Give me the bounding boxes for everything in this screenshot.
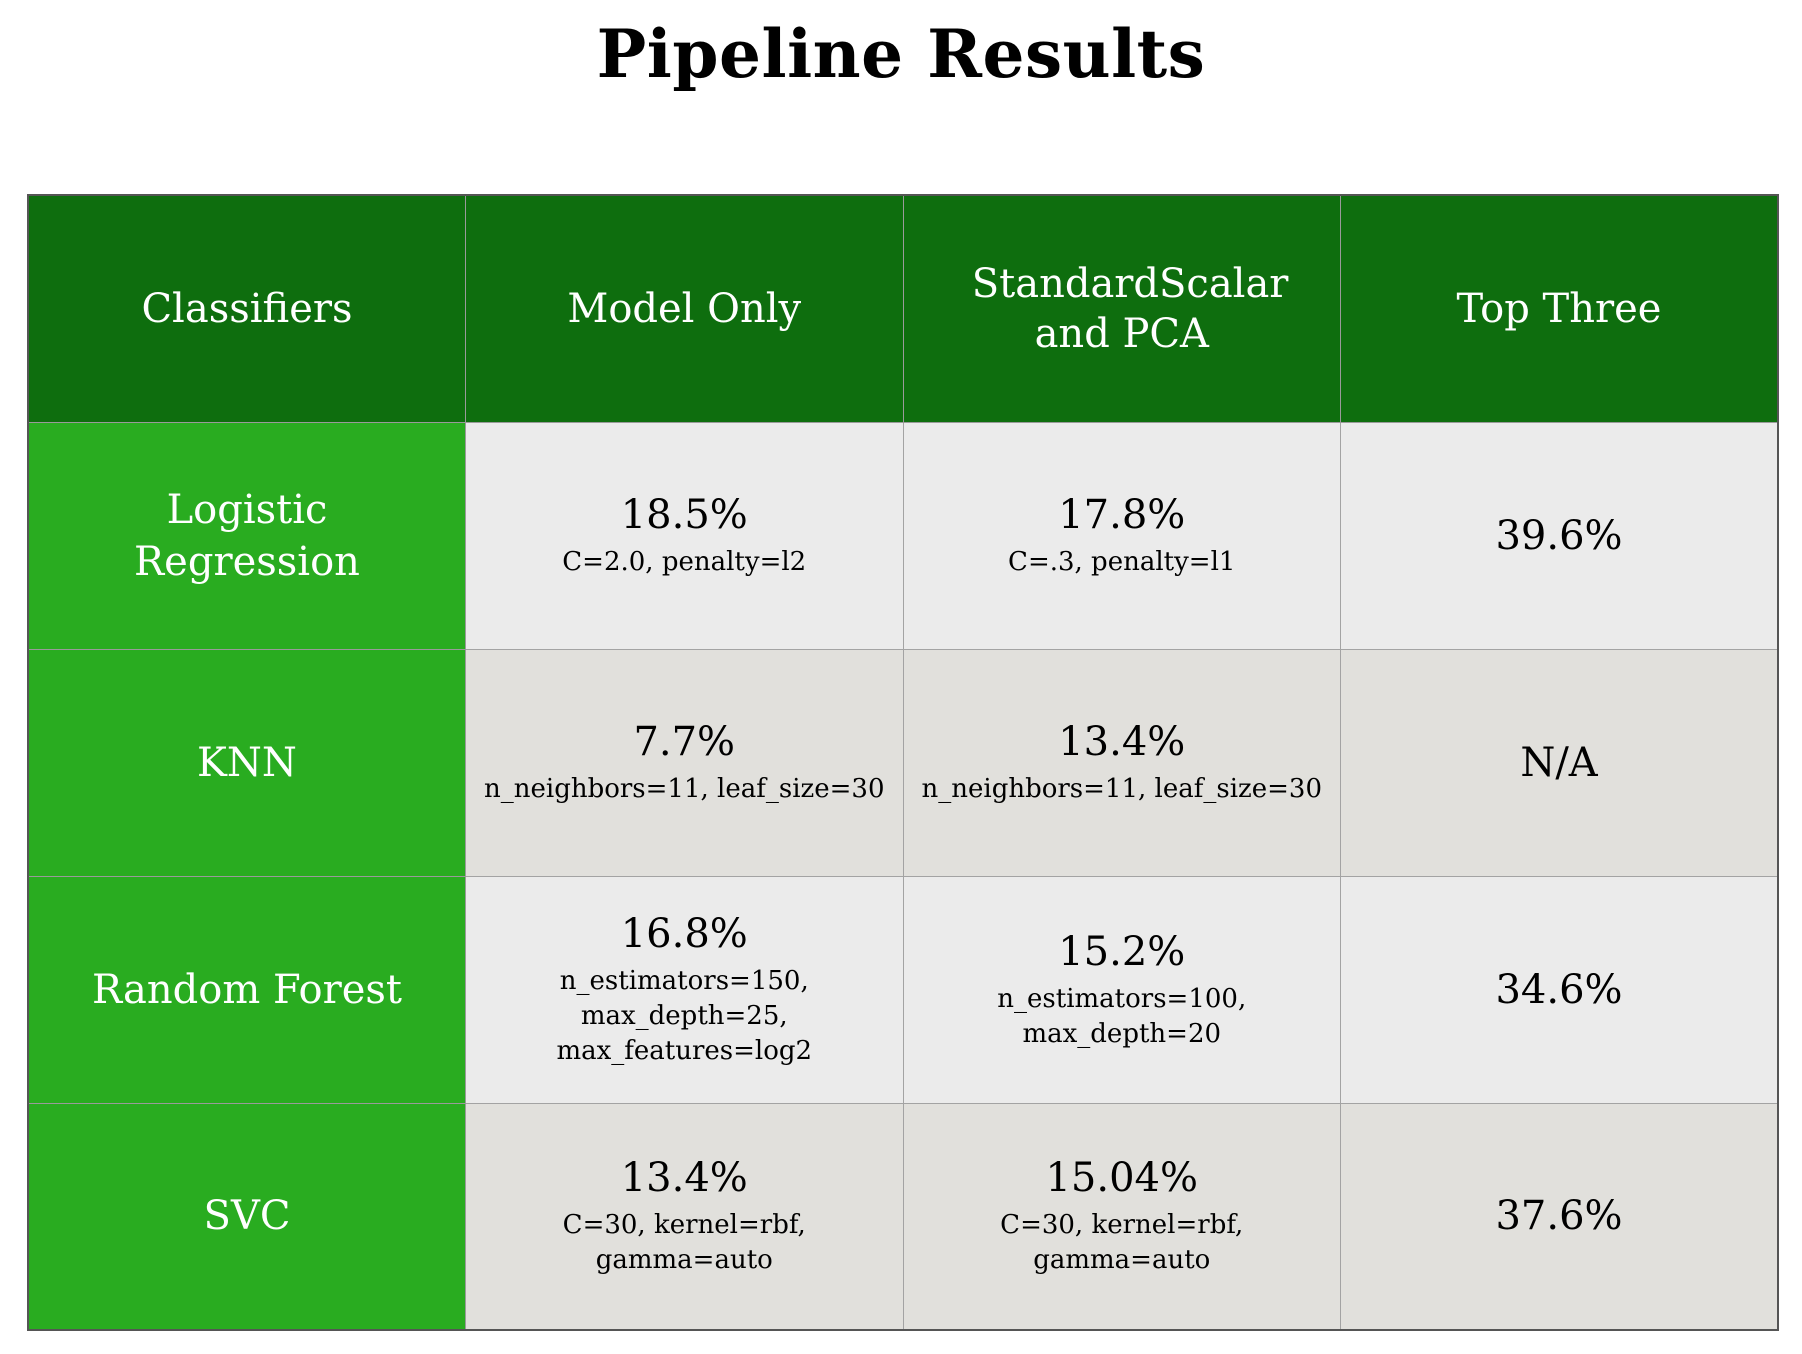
- cell-value: 16.8%: [620, 911, 748, 957]
- cell-params: C=30, kernel=rbf, gamma=auto: [1000, 1210, 1244, 1276]
- table-cell: 15.04% C=30, kernel=rbf, gamma=auto: [902, 1102, 1341, 1331]
- row-header-logistic-regression: Logistic Regression: [27, 421, 466, 650]
- cell-value: 34.6%: [1495, 966, 1623, 1013]
- table-cell: 39.6%: [1340, 421, 1779, 650]
- cell-value: N/A: [1520, 739, 1598, 786]
- column-header-scalar-pca-label: StandardScalar and PCA: [971, 260, 1289, 357]
- cell-params: n_neighbors=11, leaf_size=30: [921, 774, 1323, 804]
- column-header-scalar-pca: StandardScalar and PCA: [902, 194, 1341, 423]
- table-cell: 34.6%: [1340, 875, 1779, 1104]
- table-cell: 13.4% n_neighbors=11, leaf_size=30: [902, 648, 1341, 877]
- table-cell: 17.8% C=.3, penalty=l1: [902, 421, 1341, 650]
- column-header-top-three: Top Three: [1340, 194, 1779, 423]
- row-header-svc: SVC: [27, 1102, 466, 1331]
- column-header-model-only: Model Only: [465, 194, 904, 423]
- table-row-svc: SVC 13.4% C=30, kernel=rbf, gamma=auto 1…: [27, 1102, 1779, 1331]
- table-cell: N/A: [1340, 648, 1779, 877]
- table-cell: 18.5% C=2.0, penalty=l2: [465, 421, 904, 650]
- table-cell: 13.4% C=30, kernel=rbf, gamma=auto: [465, 1102, 904, 1331]
- cell-value: 17.8%: [1058, 492, 1186, 538]
- table-cell: 7.7% n_neighbors=11, leaf_size=30: [465, 648, 904, 877]
- chart-title: Pipeline Results: [596, 15, 1206, 93]
- cell-value: 13.4%: [1058, 719, 1186, 765]
- cell-params: n_estimators=100, max_depth=20: [997, 983, 1247, 1049]
- table-cell: 16.8% n_estimators=150, max_depth=25, ma…: [465, 875, 904, 1104]
- cell-params: n_neighbors=11, leaf_size=30: [484, 774, 885, 804]
- table-row-knn: KNN 7.7% n_neighbors=11, leaf_size=30 13…: [27, 648, 1779, 877]
- column-header-classifiers: Classifiers: [27, 194, 466, 423]
- table-row-logistic-regression: Logistic Regression 18.5% C=2.0, penalty…: [27, 421, 1779, 650]
- cell-value: 18.5%: [620, 492, 748, 538]
- cell-value: 39.6%: [1495, 512, 1623, 559]
- row-header-random-forest: Random Forest: [27, 875, 466, 1104]
- cell-params: C=30, kernel=rbf, gamma=auto: [562, 1210, 806, 1276]
- cell-params: C=2.0, penalty=l2: [562, 547, 807, 577]
- cell-value: 7.7%: [633, 719, 736, 765]
- cell-params: n_estimators=150, max_depth=25, max_feat…: [556, 966, 813, 1066]
- header-row: Classifiers Model Only StandardScalar an…: [27, 194, 1779, 423]
- results-table: Classifiers Model Only StandardScalar an…: [27, 194, 1779, 1331]
- table-row-random-forest: Random Forest 16.8% n_estimators=150, ma…: [27, 875, 1779, 1104]
- row-header-knn: KNN: [27, 648, 466, 877]
- cell-params: C=.3, penalty=l1: [1008, 547, 1236, 577]
- row-header-label: Logistic Regression: [134, 486, 360, 585]
- table-cell: 15.2% n_estimators=100, max_depth=20: [902, 875, 1341, 1104]
- cell-value: 15.04%: [1045, 1155, 1199, 1202]
- cell-value: 37.6%: [1495, 1193, 1623, 1240]
- cell-value: 13.4%: [620, 1155, 748, 1202]
- cell-value: 15.2%: [1058, 928, 1186, 975]
- table-cell: 37.6%: [1340, 1102, 1779, 1331]
